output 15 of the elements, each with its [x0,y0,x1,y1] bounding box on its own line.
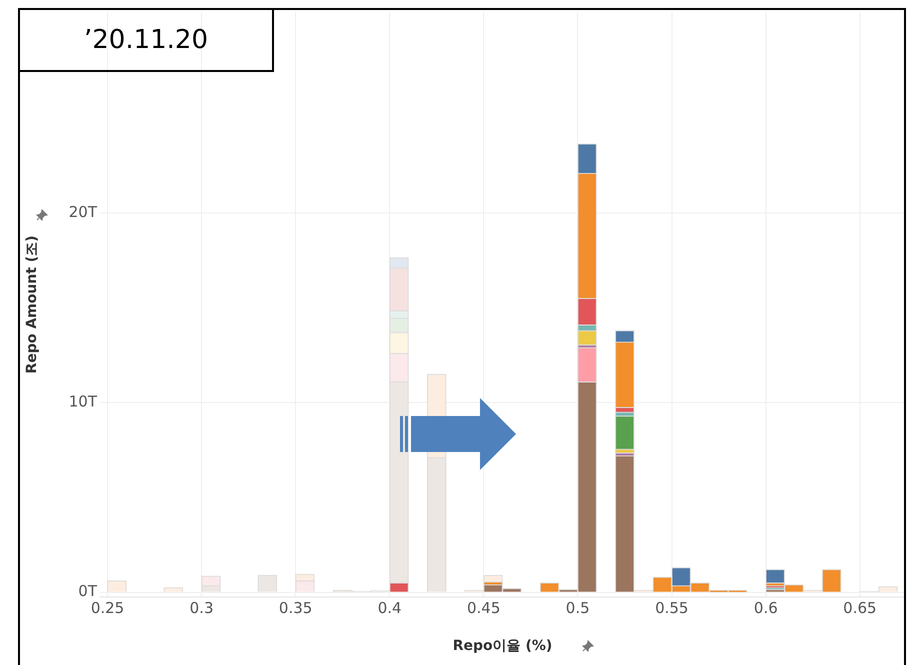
y-tick-label: 20T [68,202,98,221]
x-tick-label: 0.4 [378,598,402,617]
x-tick-label: 0.55 [655,598,688,617]
x-tick-label: 0.45 [466,598,500,617]
text: ’20.11.20 [18,8,274,72]
x-tick-label: 0.3 [190,598,214,617]
x-tick-label: 0.35 [278,598,312,617]
x-tick-label: 0.5 [566,598,590,617]
y-tick-label: 10T [68,392,98,411]
x-tick-label: 0.25 [90,598,124,617]
y-tick-label: 0T [78,582,98,600]
x-axis-title: Repo이율 (%) [452,638,552,654]
y-axis-title: Repo Amount (조) [24,235,40,374]
x-tick-label: 0.65 [843,598,877,617]
x-tick-label: 0.6 [754,598,778,617]
